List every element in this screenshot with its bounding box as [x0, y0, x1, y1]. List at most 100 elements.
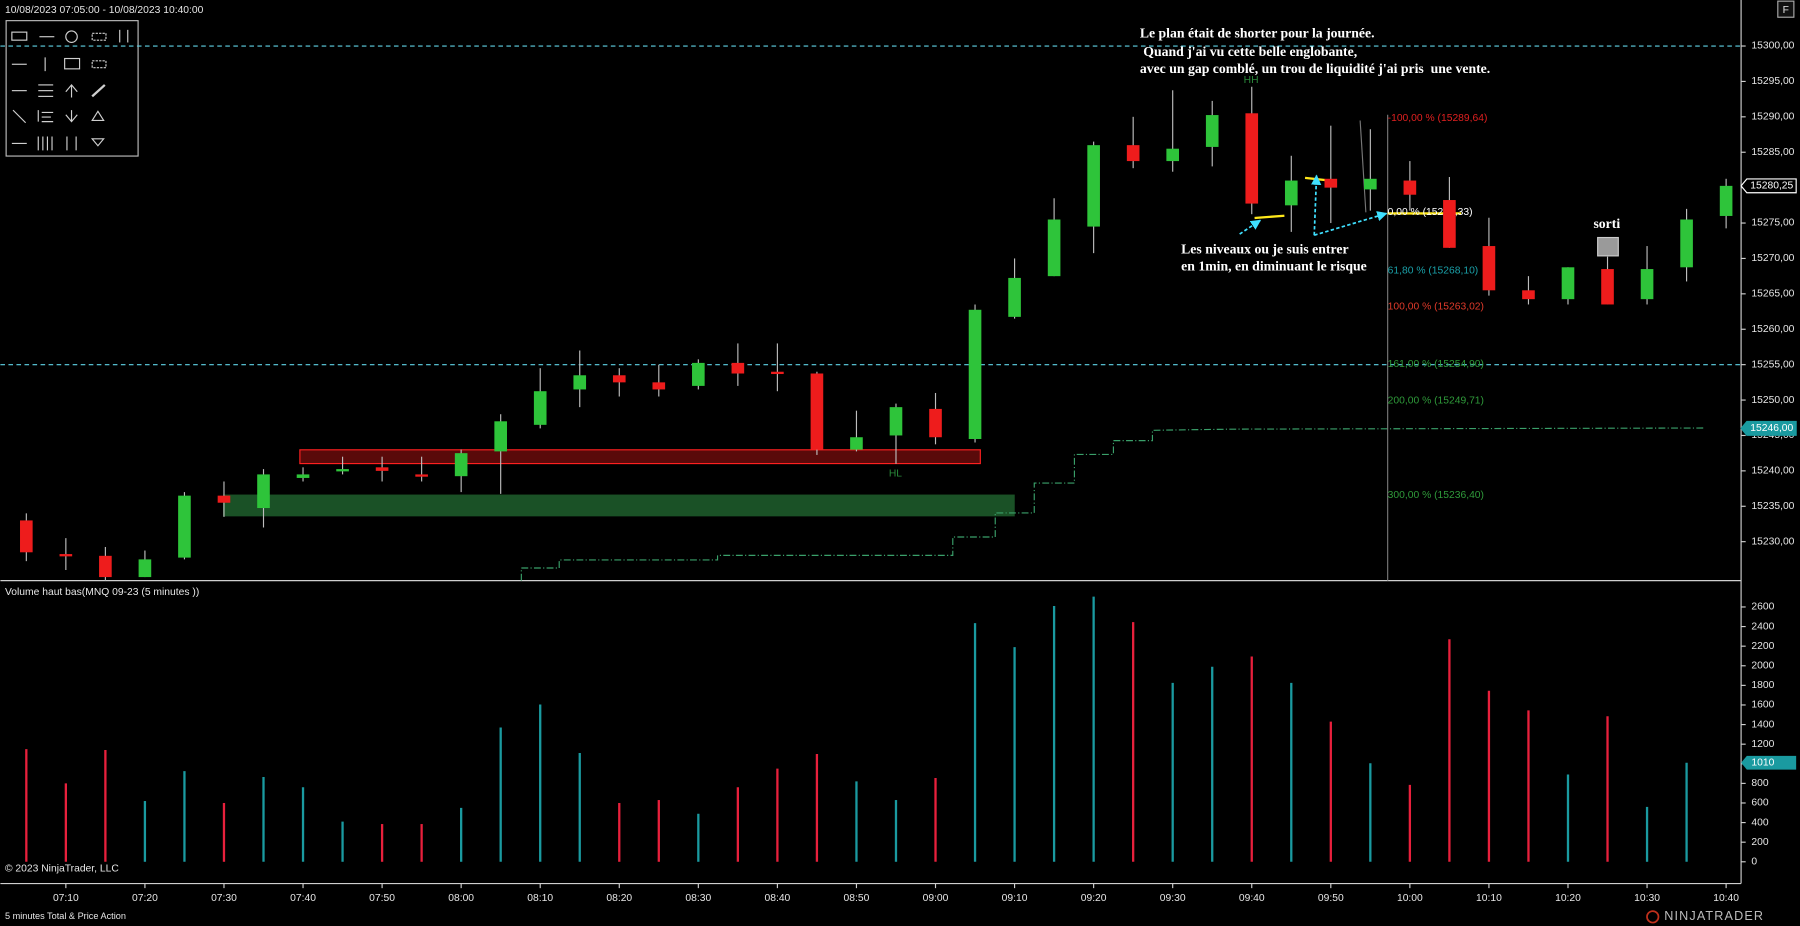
y-tick-label: 15300,00 — [1751, 41, 1794, 52]
tool-icon[interactable] — [90, 138, 105, 147]
y-tick-label: 2600 — [1751, 602, 1774, 613]
arrow — [1311, 174, 1322, 236]
annotation: Quand j'ai vu cette belle englobante, — [1140, 44, 1357, 59]
candle-body — [771, 371, 784, 375]
copyright: © 2023 NinjaTrader, LLC — [5, 863, 119, 874]
toolbar-frame — [5, 20, 139, 157]
x-tick-label: 07:50 — [369, 893, 395, 904]
annotation: Le plan était de shorter pour la journée… — [1140, 26, 1375, 41]
candle-body — [1443, 200, 1456, 248]
x-tick-label: 08:10 — [527, 893, 553, 904]
candle-body — [1601, 269, 1614, 305]
fib-trend-line — [1359, 120, 1367, 213]
y-tick-label: 1600 — [1751, 700, 1774, 711]
candle-body — [652, 382, 666, 390]
tool-icon[interactable] — [91, 110, 105, 122]
tool-icon[interactable] — [12, 109, 27, 124]
x-tick-label: 09:50 — [1318, 893, 1344, 904]
fib-level-label: -100,00 % (15289,64) — [1388, 113, 1488, 124]
x-tick-label: 09:40 — [1239, 893, 1265, 904]
tool-icon[interactable] — [65, 84, 78, 98]
x-tick-label: 09:00 — [923, 893, 949, 904]
annotation: en 1min, en diminuant le risque — [1181, 259, 1367, 274]
candle-body — [1126, 145, 1140, 162]
candle-body — [494, 421, 507, 452]
y-tick-label: 1400 — [1751, 719, 1774, 730]
tool-icon[interactable] — [91, 60, 107, 69]
candle-body — [1522, 290, 1535, 300]
volume-marker-label: 1010 — [1751, 758, 1774, 769]
tool-icon[interactable] — [66, 136, 77, 151]
candle-body — [692, 362, 705, 386]
candle-body — [1324, 178, 1338, 188]
candle-body — [1403, 180, 1417, 195]
y-tick-label: 1800 — [1751, 680, 1774, 691]
candle-body — [1640, 269, 1654, 300]
y-tick-label: 1200 — [1751, 739, 1774, 750]
x-tick-label: 08:40 — [764, 893, 790, 904]
x-tick-label: 10:40 — [1713, 893, 1739, 904]
date-range: 10/08/2023 07:05:00 - 10/08/2023 10:40:0… — [5, 5, 204, 16]
y-tick-label: 15235,00 — [1751, 501, 1794, 512]
x-tick-label: 07:20 — [132, 893, 158, 904]
fib-level-label: 100,00 % (15263,02) — [1388, 301, 1484, 312]
candle-body — [850, 437, 863, 450]
x-tick-label: 07:10 — [53, 893, 79, 904]
candle-body — [257, 474, 270, 509]
candle-body — [1482, 246, 1496, 291]
y-tick-label: 200 — [1751, 837, 1768, 848]
candle-body — [1680, 219, 1693, 268]
supply-zone — [299, 449, 981, 465]
y-tick-label: 15240,00 — [1751, 466, 1794, 477]
candle-body — [889, 407, 903, 436]
status: 5 minutes Total & Price Action — [5, 911, 126, 921]
annotation: HL — [889, 469, 902, 480]
button-frame[interactable] — [1777, 0, 1795, 18]
y-tick-label: 15260,00 — [1751, 324, 1794, 335]
candle-body — [968, 309, 982, 440]
tool-icon[interactable] — [65, 30, 78, 44]
y-tick-label: 15275,00 — [1751, 218, 1794, 229]
y-tick-label: 15230,00 — [1751, 536, 1794, 547]
candle-body — [1719, 185, 1733, 216]
price-marker-label: 15280,25 — [1750, 181, 1793, 192]
y-tick-label: 15255,00 — [1751, 359, 1794, 370]
tool-icon[interactable] — [64, 57, 81, 70]
fib-level-label: 300,00 % (15236,40) — [1388, 490, 1484, 501]
tool-icon[interactable] — [11, 31, 28, 41]
y-tick-label: 15265,00 — [1751, 289, 1794, 300]
tool-icon[interactable] — [91, 32, 107, 41]
tool-icon[interactable] — [91, 84, 106, 98]
x-tick-label: 10:10 — [1476, 893, 1502, 904]
candle-body — [20, 520, 33, 553]
y-tick-label: 2200 — [1751, 641, 1774, 652]
annotation: sorti — [1593, 216, 1620, 231]
entry-line — [1254, 214, 1285, 220]
x-tick-label: 08:30 — [685, 893, 711, 904]
x-tick-label: 07:30 — [211, 893, 237, 904]
candle-body — [1008, 277, 1021, 317]
candle-body — [533, 391, 547, 425]
button[interactable]: F — [1783, 5, 1789, 16]
candle-body — [612, 375, 626, 383]
x-tick-label: 10:30 — [1634, 893, 1660, 904]
y-tick-label: 15295,00 — [1751, 76, 1794, 87]
y-tick-label: 0 — [1751, 857, 1757, 868]
tool-icon[interactable] — [65, 110, 78, 123]
volume-marker — [1741, 755, 1797, 770]
candle-body — [731, 362, 745, 374]
candle-body — [1245, 113, 1259, 204]
candle-body — [59, 554, 73, 557]
candle-body — [1364, 178, 1377, 190]
annotation: avec un gap comblé, un trou de liquidité… — [1140, 61, 1490, 76]
tool-icon[interactable] — [37, 136, 53, 151]
x-tick-label: 09:30 — [1160, 893, 1186, 904]
candle-body — [1047, 219, 1061, 277]
price-marker-label: 15246,00 — [1750, 423, 1793, 434]
y-tick-label: 2000 — [1751, 660, 1774, 671]
candle-body — [138, 559, 152, 578]
fib-level-label: 200,00 % (15249,71) — [1388, 396, 1484, 407]
annotation: HH — [1244, 75, 1259, 86]
tool-icon[interactable] — [37, 110, 54, 123]
